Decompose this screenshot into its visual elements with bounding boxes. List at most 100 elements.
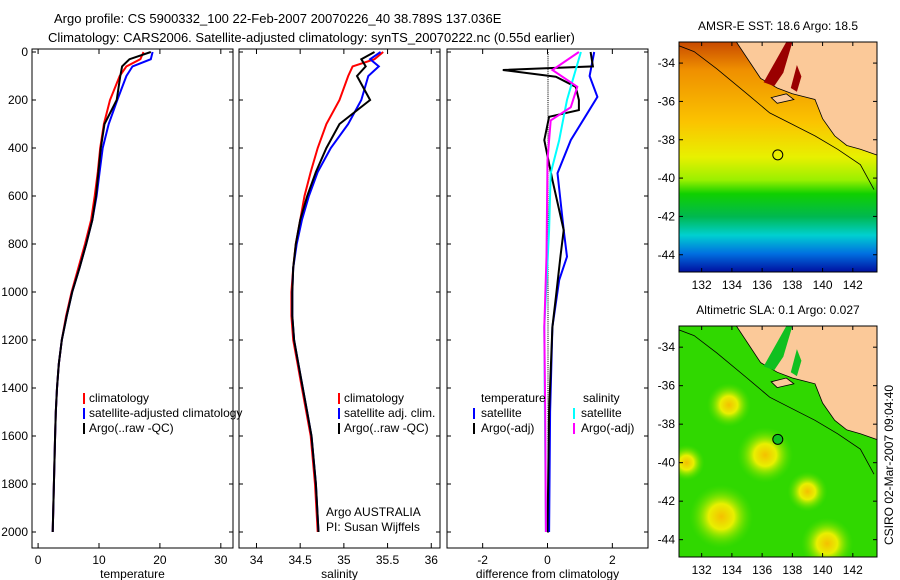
x-tick-label: 34.5 bbox=[288, 553, 312, 567]
legend-swatch bbox=[83, 408, 85, 419]
series-line-argo-raw-qc- bbox=[51, 51, 152, 533]
zero-line-dot bbox=[547, 399, 549, 401]
zero-line-dot bbox=[547, 59, 549, 61]
zero-line-dot bbox=[547, 272, 549, 274]
zero-line-dot bbox=[547, 113, 549, 115]
title-line-2: Climatology: CARS2006. Satellite-adjuste… bbox=[48, 30, 575, 45]
zero-line-dot bbox=[547, 230, 549, 232]
x-tick-label: 0 bbox=[35, 553, 42, 567]
zero-line-dot bbox=[547, 130, 549, 132]
zero-line-dot bbox=[547, 207, 549, 209]
x-tick-label: 35.5 bbox=[376, 553, 400, 567]
zero-line-dot bbox=[547, 322, 549, 324]
y-tick-label: 1800 bbox=[1, 477, 28, 491]
legend-label: climatology bbox=[89, 391, 149, 405]
axes-frame bbox=[31, 48, 234, 549]
zero-line-dot bbox=[547, 351, 549, 353]
zero-line-dot bbox=[547, 338, 549, 340]
profile-panel-2: 34 34.5 35 35.5 36 salinity climatologysatelli… bbox=[238, 48, 441, 580]
zero-line-dot bbox=[547, 341, 549, 343]
legend-label: climatology bbox=[344, 391, 404, 405]
x-tick-label: 10 bbox=[92, 553, 106, 567]
zero-line-dot bbox=[547, 276, 549, 278]
x-axis-label: temperature bbox=[100, 567, 165, 580]
zero-line-dot bbox=[547, 309, 549, 311]
y-tick-label: 200 bbox=[8, 93, 28, 107]
zero-line-dot bbox=[547, 101, 549, 103]
zero-line-dot bbox=[547, 376, 549, 378]
zero-line-dot bbox=[547, 211, 549, 213]
sla-anomaly bbox=[679, 444, 705, 481]
y-tick-label: 0 bbox=[21, 45, 28, 59]
x-tick-label: 20 bbox=[153, 553, 167, 567]
legend-title-salinity: salinity bbox=[583, 391, 620, 405]
zero-line-dot bbox=[547, 366, 549, 368]
zero-line-dot bbox=[547, 115, 549, 117]
sla-anomaly bbox=[706, 382, 751, 427]
gulf-st-vincent bbox=[790, 349, 802, 377]
map-title: AMSR-E SST: 18.6 Argo: 18.5 bbox=[698, 19, 858, 33]
zero-line-dot bbox=[547, 324, 549, 326]
zero-line-dot bbox=[547, 299, 549, 301]
zero-line-dot bbox=[547, 90, 549, 92]
legend-swatch bbox=[83, 393, 85, 404]
map-axes-sla: 132 134 136 138 140 142 -34 -36 -38 -40 -42 -44 Alti… bbox=[658, 303, 878, 577]
zero-line-dot bbox=[547, 80, 549, 82]
x-tick-label: 35 bbox=[337, 553, 351, 567]
map-frame bbox=[678, 41, 878, 273]
zero-line-dot bbox=[547, 295, 549, 297]
y-tick-label: 1600 bbox=[1, 429, 28, 443]
legend-label: satellite adj. clim. bbox=[344, 406, 435, 420]
timestamp: CSIRO 02-Mar-2007 09:04:40 bbox=[882, 385, 896, 545]
zero-line-dot bbox=[547, 389, 549, 391]
zero-line-dot bbox=[547, 103, 549, 105]
legend-label: Argo(-adj) bbox=[481, 421, 534, 435]
map-y-tick-label: -38 bbox=[658, 133, 676, 147]
zero-line-dot bbox=[547, 94, 549, 96]
zero-line-dot bbox=[547, 219, 549, 221]
zero-line-dot bbox=[547, 414, 549, 416]
map-y-tick-label: -36 bbox=[658, 94, 676, 108]
zero-line-dot bbox=[547, 320, 549, 322]
map-x-tick-label: 136 bbox=[752, 278, 772, 292]
zero-line-dot bbox=[547, 407, 549, 409]
zero-line-dot bbox=[547, 107, 549, 109]
zero-line-dot bbox=[547, 92, 549, 94]
profile-panel-1: 0 10 20 30 0 200 400 600 800 1000 1200 1400 1600 1800… bbox=[1, 45, 242, 580]
zero-line-dot bbox=[547, 372, 549, 374]
legend-swatch bbox=[83, 423, 85, 434]
zero-line-dot bbox=[547, 292, 549, 293]
zero-line-dot bbox=[547, 126, 549, 128]
zero-line-dot bbox=[547, 88, 549, 90]
zero-line-dot bbox=[547, 84, 549, 86]
zero-line-dot bbox=[547, 349, 549, 351]
zero-line-dot bbox=[547, 53, 549, 55]
zero-line-dot bbox=[547, 305, 549, 307]
legend-label: Argo(..raw -QC) bbox=[89, 421, 174, 435]
legend-label: satellite-adjusted climatology bbox=[89, 406, 242, 420]
zero-line-dot bbox=[547, 401, 549, 403]
map-y-tick-label: -40 bbox=[658, 171, 676, 185]
zero-line-dot bbox=[547, 315, 549, 317]
spencer-gulf bbox=[763, 326, 793, 371]
zero-line-dot bbox=[547, 343, 549, 345]
zero-line-dot bbox=[547, 297, 549, 299]
legend-swatch bbox=[473, 423, 475, 434]
zero-line-dot bbox=[547, 378, 549, 380]
sla-anomaly bbox=[737, 426, 794, 483]
zero-line-dot bbox=[547, 353, 549, 355]
map-x-tick-label: 132 bbox=[692, 278, 712, 292]
legend-title-temperature: temperature bbox=[481, 391, 546, 405]
zero-line-dot bbox=[547, 301, 549, 303]
argo-location-marker bbox=[772, 433, 784, 445]
zero-line-dot bbox=[547, 303, 549, 305]
zero-line-dot bbox=[547, 140, 549, 142]
shelf-contour bbox=[679, 45, 875, 190]
series-line-satellite-adj-clim- bbox=[291, 51, 382, 533]
shelf-contour bbox=[679, 329, 875, 475]
zero-line-dot bbox=[547, 57, 549, 59]
y-tick-label: 2000 bbox=[1, 525, 28, 539]
x-tick-label: 0 bbox=[544, 553, 551, 567]
zero-line-dot bbox=[547, 364, 549, 366]
